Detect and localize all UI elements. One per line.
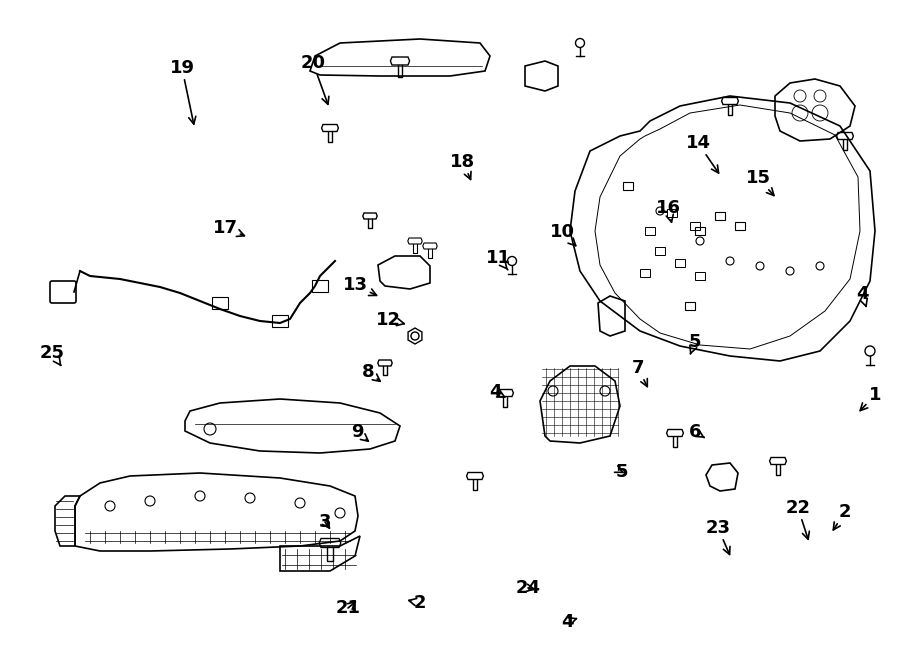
Bar <box>715 212 725 220</box>
Text: 16: 16 <box>655 199 680 222</box>
Text: 10: 10 <box>550 223 576 246</box>
Text: 9: 9 <box>351 423 368 441</box>
Bar <box>312 280 328 292</box>
Text: 20: 20 <box>301 54 328 104</box>
Text: 6: 6 <box>688 423 704 441</box>
Bar <box>685 302 695 310</box>
Text: 8: 8 <box>362 363 380 381</box>
Text: 7: 7 <box>632 359 647 387</box>
Text: 21: 21 <box>336 599 361 617</box>
Text: 12: 12 <box>375 311 404 329</box>
Text: 4: 4 <box>561 613 577 631</box>
Bar <box>623 182 633 190</box>
Text: 17: 17 <box>212 219 245 237</box>
Bar <box>735 222 745 230</box>
Text: 1: 1 <box>860 386 881 410</box>
Text: 15: 15 <box>745 169 774 196</box>
Bar <box>272 315 288 327</box>
Text: 11: 11 <box>485 249 510 270</box>
Text: 18: 18 <box>450 153 475 180</box>
Text: 13: 13 <box>343 276 376 295</box>
Text: 2: 2 <box>409 594 427 612</box>
Bar <box>690 222 700 230</box>
Text: 14: 14 <box>686 134 718 173</box>
Bar <box>645 227 655 235</box>
Text: 5: 5 <box>615 463 628 481</box>
Text: 3: 3 <box>319 513 331 531</box>
Bar <box>212 297 228 309</box>
Bar <box>675 259 685 267</box>
Bar <box>695 227 705 235</box>
Text: 4: 4 <box>489 383 505 401</box>
Bar <box>695 272 705 280</box>
Text: 4: 4 <box>856 285 868 307</box>
Bar <box>655 247 665 255</box>
Bar <box>667 209 677 217</box>
Text: 24: 24 <box>516 579 541 597</box>
Text: 22: 22 <box>786 499 811 539</box>
Text: 25: 25 <box>40 344 65 366</box>
Text: 19: 19 <box>169 59 196 124</box>
Bar <box>640 269 650 277</box>
Text: 2: 2 <box>833 503 851 530</box>
Text: 5: 5 <box>688 333 701 354</box>
Text: 23: 23 <box>706 519 731 555</box>
